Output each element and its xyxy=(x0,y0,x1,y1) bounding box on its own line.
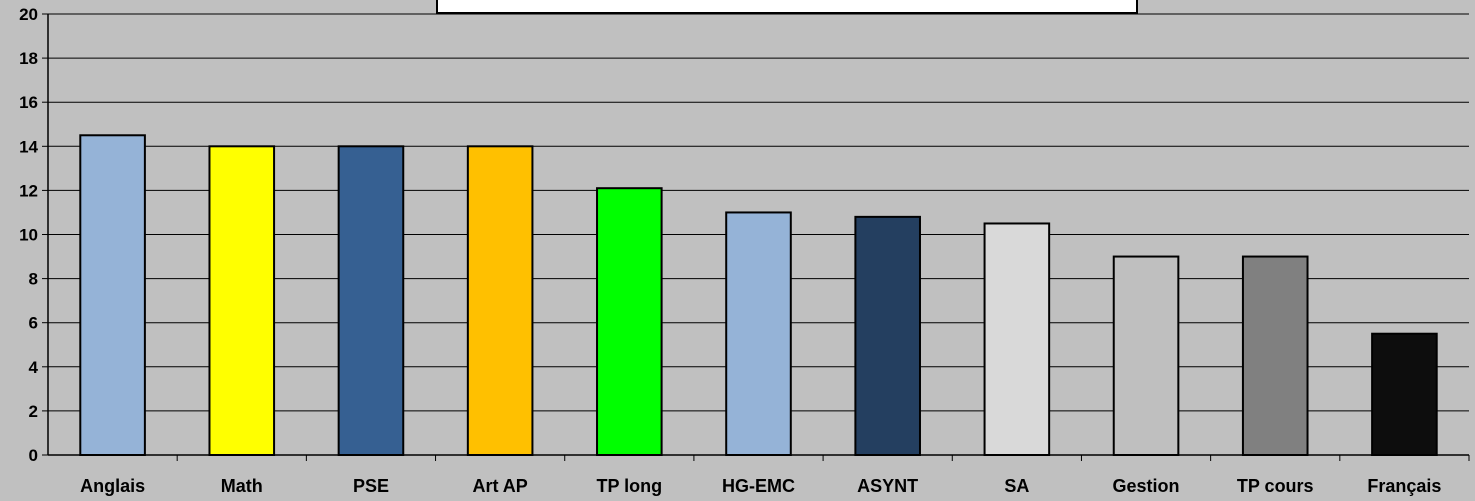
x-category-label: TP long xyxy=(596,476,662,496)
bar-tp-long xyxy=(596,187,663,456)
bar-math xyxy=(208,145,276,457)
bar-asynt xyxy=(854,215,921,456)
bar-tp-cours xyxy=(1241,255,1309,456)
x-category-label: Art AP xyxy=(472,476,527,496)
x-category-label: Math xyxy=(221,476,263,496)
bar-hg-emc xyxy=(725,211,792,456)
bar-fran-ais xyxy=(1371,332,1438,457)
y-tick-label: 8 xyxy=(29,270,38,289)
x-category-label: HG-EMC xyxy=(722,476,795,496)
x-category-label: Anglais xyxy=(80,476,145,496)
y-tick-label: 6 xyxy=(29,314,38,333)
y-tick-label: 16 xyxy=(19,93,38,112)
bar-art-ap xyxy=(466,145,534,457)
x-category-label: Français xyxy=(1367,476,1441,496)
bar-anglais xyxy=(79,134,146,456)
x-category-label: ASYNT xyxy=(857,476,918,496)
y-tick-label: 0 xyxy=(29,446,38,465)
y-tick-label: 2 xyxy=(29,402,38,421)
x-category-label: SA xyxy=(1004,476,1029,496)
x-category-label: Gestion xyxy=(1113,476,1180,496)
x-category-label: TP cours xyxy=(1237,476,1314,496)
x-category-label: PSE xyxy=(353,476,389,496)
bar-pse xyxy=(337,145,405,457)
y-tick-label: 18 xyxy=(19,49,38,68)
y-tick-label: 20 xyxy=(19,5,38,24)
y-tick-label: 10 xyxy=(19,226,38,245)
y-tick-label: 12 xyxy=(19,181,38,200)
y-tick-label: 4 xyxy=(29,358,39,377)
bar-sa xyxy=(983,222,1051,456)
chart-title-box xyxy=(436,0,1138,14)
y-tick-label: 14 xyxy=(19,137,38,156)
bar-gestion xyxy=(1112,255,1180,456)
